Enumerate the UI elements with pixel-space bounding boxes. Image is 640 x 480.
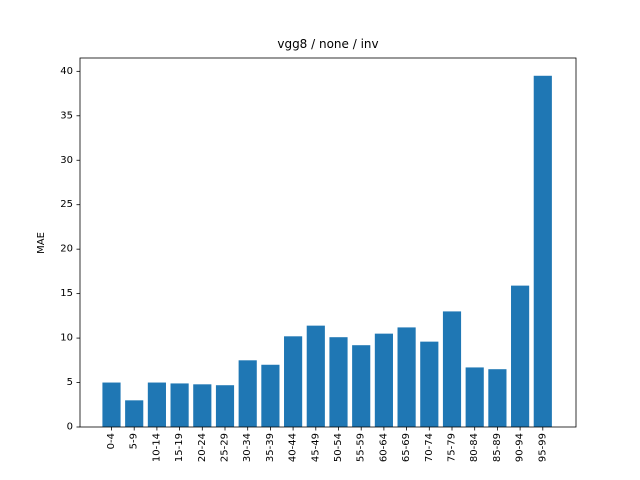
plot-frame [79, 57, 577, 428]
x-tick-label: 30-34 [242, 433, 253, 462]
bar-15-19 [170, 383, 189, 427]
y-axis-label: MAE [36, 232, 47, 254]
x-tick-label: 25-29 [220, 433, 231, 462]
x-tick-label: 10-14 [151, 433, 162, 462]
y-tick-label: 25 [60, 199, 73, 210]
bar-30-34 [238, 360, 257, 427]
bar-85-89 [488, 369, 507, 427]
y-tick-label: 5 [67, 377, 73, 388]
x-tick-label: 0-4 [106, 433, 117, 449]
x-tick-label: 45-49 [310, 433, 321, 462]
bar-25-29 [215, 385, 235, 427]
bar-5-9 [125, 400, 144, 427]
x-tick-label: 65-69 [401, 433, 412, 462]
y-tick-label: 40 [60, 66, 73, 77]
x-tick-label: 15-19 [174, 433, 185, 462]
bar-45-49 [306, 325, 325, 427]
x-tick-label: 75-79 [447, 433, 458, 462]
bars-group [102, 75, 552, 427]
x-tick-label: 35-39 [265, 433, 276, 462]
x-tick-label: 95-99 [537, 433, 548, 462]
bar-55-59 [352, 345, 371, 427]
x-tick-label: 20-24 [197, 433, 208, 462]
bar-10-14 [147, 382, 166, 427]
bar-70-74 [420, 341, 439, 427]
chart-title: vgg8 / none / inv [277, 37, 378, 51]
bar-50-54 [329, 337, 348, 427]
x-axis-ticks: 0-4 5-9 10-14 15-19 20-24 25-29 30-34 35-39 40-4… [106, 427, 548, 462]
x-tick-label: 5-9 [129, 433, 140, 449]
y-tick-label: 30 [60, 155, 73, 166]
x-tick-label: 80-84 [469, 433, 480, 462]
bar-60-64 [374, 333, 393, 427]
bar-95-99 [533, 75, 552, 427]
bar-75-79 [442, 311, 462, 427]
bar-65-69 [397, 327, 416, 427]
x-tick-label: 90-94 [515, 433, 526, 462]
y-tick-label: 15 [60, 288, 73, 299]
x-tick-label: 70-74 [424, 433, 435, 462]
bar-20-24 [193, 384, 212, 427]
x-tick-label: 60-64 [378, 433, 389, 462]
bar-0-4 [102, 382, 121, 427]
bar-80-84 [465, 367, 484, 427]
y-tick-label: 20 [60, 244, 73, 255]
x-tick-label: 55-59 [356, 433, 367, 462]
bar-40-44 [284, 336, 303, 427]
y-tick-label: 0 [67, 422, 73, 433]
bar-35-39 [261, 364, 280, 427]
x-tick-label: 50-54 [333, 433, 344, 462]
y-tick-label: 35 [60, 110, 73, 121]
y-axis-ticks: 0 5 10 15 20 25 30 35 40 [60, 66, 80, 433]
bar-90-94 [511, 285, 530, 427]
x-tick-label: 40-44 [288, 433, 299, 462]
x-tick-label: 85-89 [492, 433, 503, 462]
y-tick-label: 10 [60, 333, 73, 344]
